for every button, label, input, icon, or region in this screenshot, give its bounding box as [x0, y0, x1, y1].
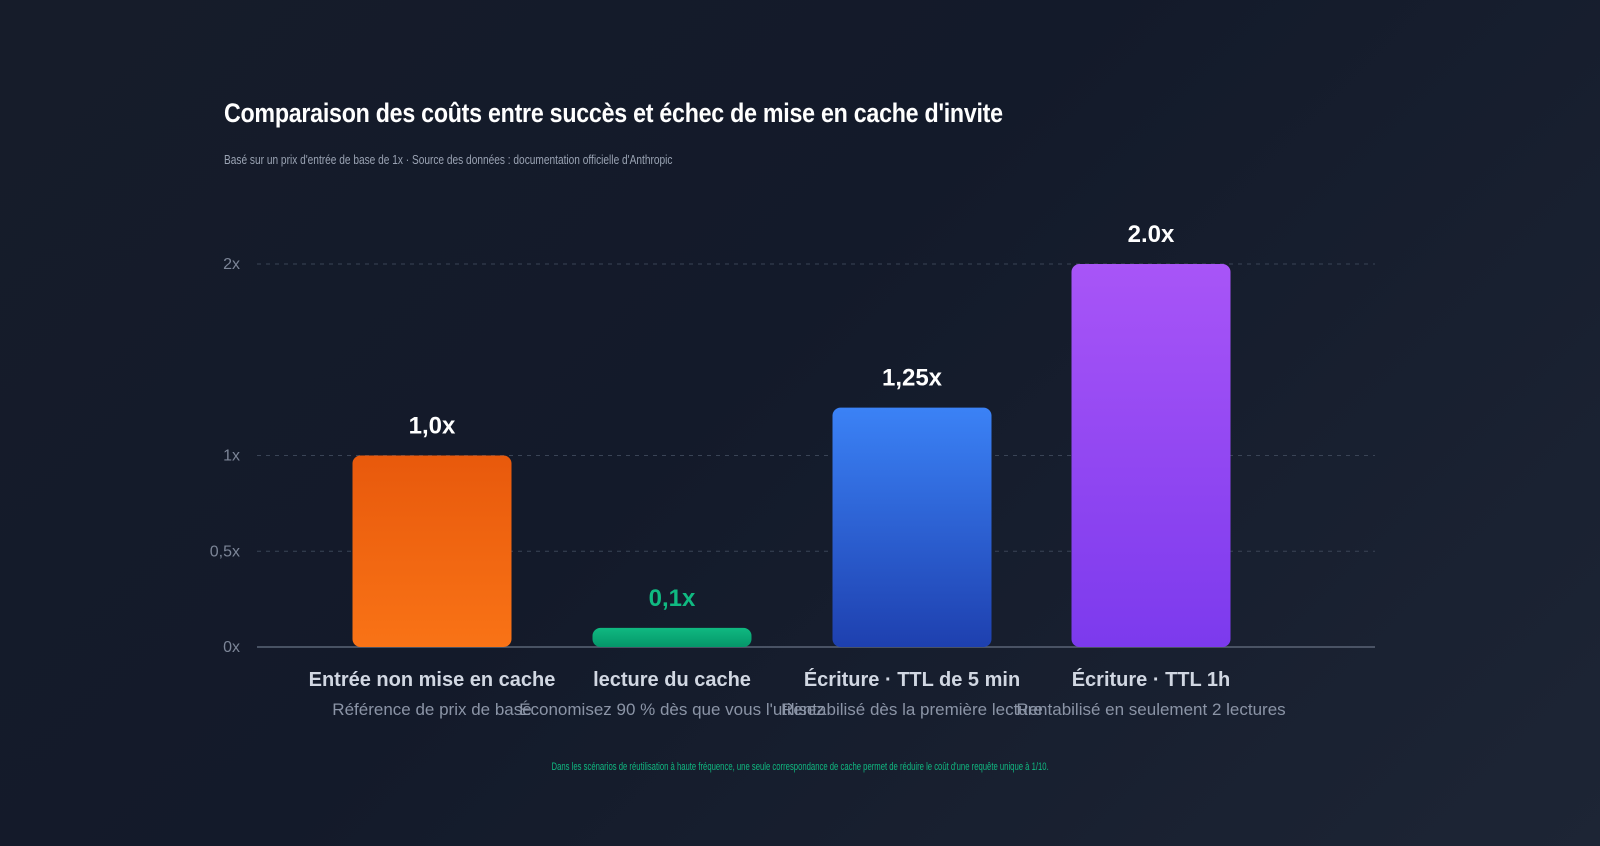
category-label: Entrée non mise en cache [309, 669, 556, 691]
y-tick-label: 1x [223, 448, 240, 465]
grid-lines [257, 263, 1375, 552]
value-label: 0,1x [649, 585, 696, 612]
category-description: Rentabilisé dès la première lecture [781, 700, 1043, 719]
bar-3 [832, 407, 992, 647]
value-label: 1,25x [882, 365, 943, 392]
category-description: Référence de prix de base [332, 700, 531, 719]
category-description: Rentabilisé en seulement 2 lectures [1016, 700, 1285, 719]
bar-4 [1071, 264, 1231, 647]
y-tick-label: 2x [223, 256, 240, 273]
footnote: Dans les scénarios de réutilisation à ha… [0, 761, 1600, 773]
chart-subtitle: Basé sur un prix d'entrée de base de 1x … [224, 152, 673, 167]
value-label: 2.0x [1128, 221, 1175, 248]
y-tick-label: 0x [223, 639, 240, 656]
category-label: lecture du cache [593, 669, 751, 691]
category-description: Économisez 90 % dès que vous l'utilisez [519, 700, 825, 719]
chart-title: Comparaison des coûts entre succès et éc… [224, 98, 1003, 128]
bars [352, 264, 1231, 647]
value-label: 1,0x [409, 413, 456, 440]
footnote-text: Dans les scénarios de réutilisation à ha… [551, 761, 1049, 773]
y-tick-label: 0,5x [210, 543, 240, 560]
labels: 1,0x Entrée non mise en cache Référence de… [309, 221, 1286, 719]
bar-1 [352, 455, 512, 647]
bar-2 [592, 627, 752, 647]
category-label: Écriture · TTL 1h [1072, 668, 1231, 691]
category-label: Écriture · TTL de 5 min [804, 668, 1020, 691]
